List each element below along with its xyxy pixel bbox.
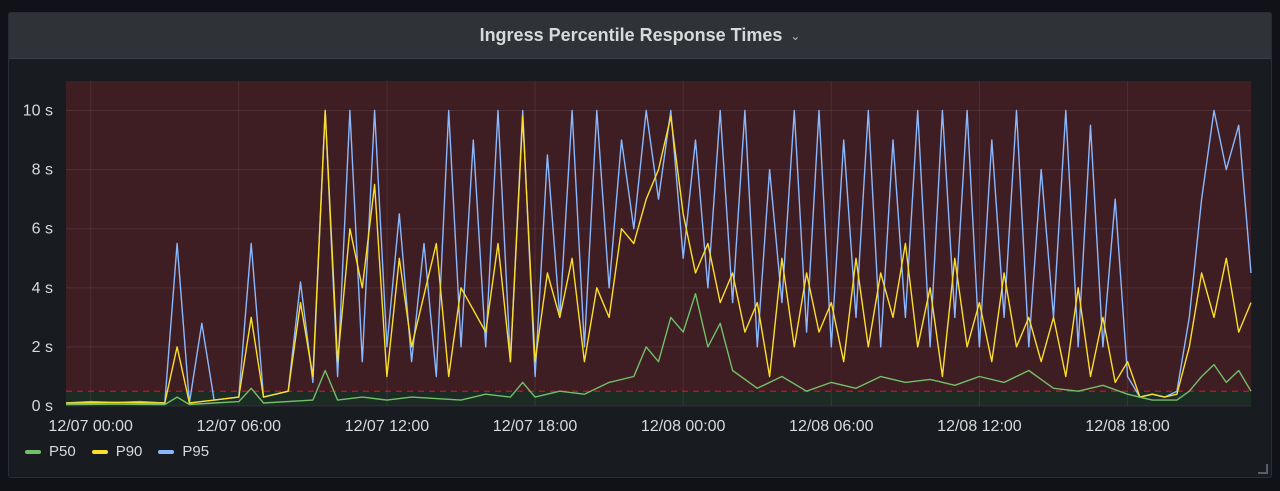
x-tick-label: 12/08 06:00 [789,418,874,435]
panel: Ingress Percentile Response Times ⌄ 0 s 2… [8,12,1272,478]
threshold-zone-above [66,81,1251,392]
p50-swatch [25,449,41,454]
y-tick-label: 2 s [32,339,53,356]
panel-header[interactable]: Ingress Percentile Response Times ⌄ [9,13,1271,59]
y-tick-label: 10 s [23,103,53,120]
legend-label-p50: P50 [49,443,76,460]
series-line-p50 [65,293,1252,406]
legend-item-p50[interactable]: P50 [25,443,76,460]
legend-item-p95[interactable]: P95 [158,443,209,460]
p95-swatch [158,449,175,454]
legend-item-p90[interactable]: P90 [91,443,143,460]
y-tick-label: 8 s [32,162,53,179]
p90-swatch [91,449,108,454]
legend-label-p90: P90 [115,443,143,460]
x-tick-label: 12/08 12:00 [937,418,1022,435]
x-tick-label: 12/07 12:00 [345,418,430,435]
resize-handle-icon[interactable] [1258,464,1268,474]
series-line-p90 [65,109,1252,404]
x-tick-label: 12/07 18:00 [493,418,578,435]
x-tick-label: 12/07 06:00 [197,418,282,435]
legend-label-p95: P95 [182,443,210,460]
x-tick-label: 12/08 00:00 [641,418,726,435]
y-tick-label: 0 s [32,398,53,415]
threshold-zone-below [66,391,1251,406]
legend: P50 P90 P95 [25,443,209,460]
panel-title[interactable]: Ingress Percentile Response Times [479,25,783,45]
response-time-chart: 0 s 2 s 4 s 6 s 8 s 10 s 12/07 00:00 12/07 06:… [23,81,1252,435]
x-tick-label: 12/08 18:00 [1085,418,1170,435]
y-tick-label: 4 s [32,280,53,297]
y-tick-label: 6 s [32,221,53,238]
chevron-down-icon[interactable]: ⌄ [790,28,801,43]
x-tick-label: 12/07 00:00 [48,418,133,435]
